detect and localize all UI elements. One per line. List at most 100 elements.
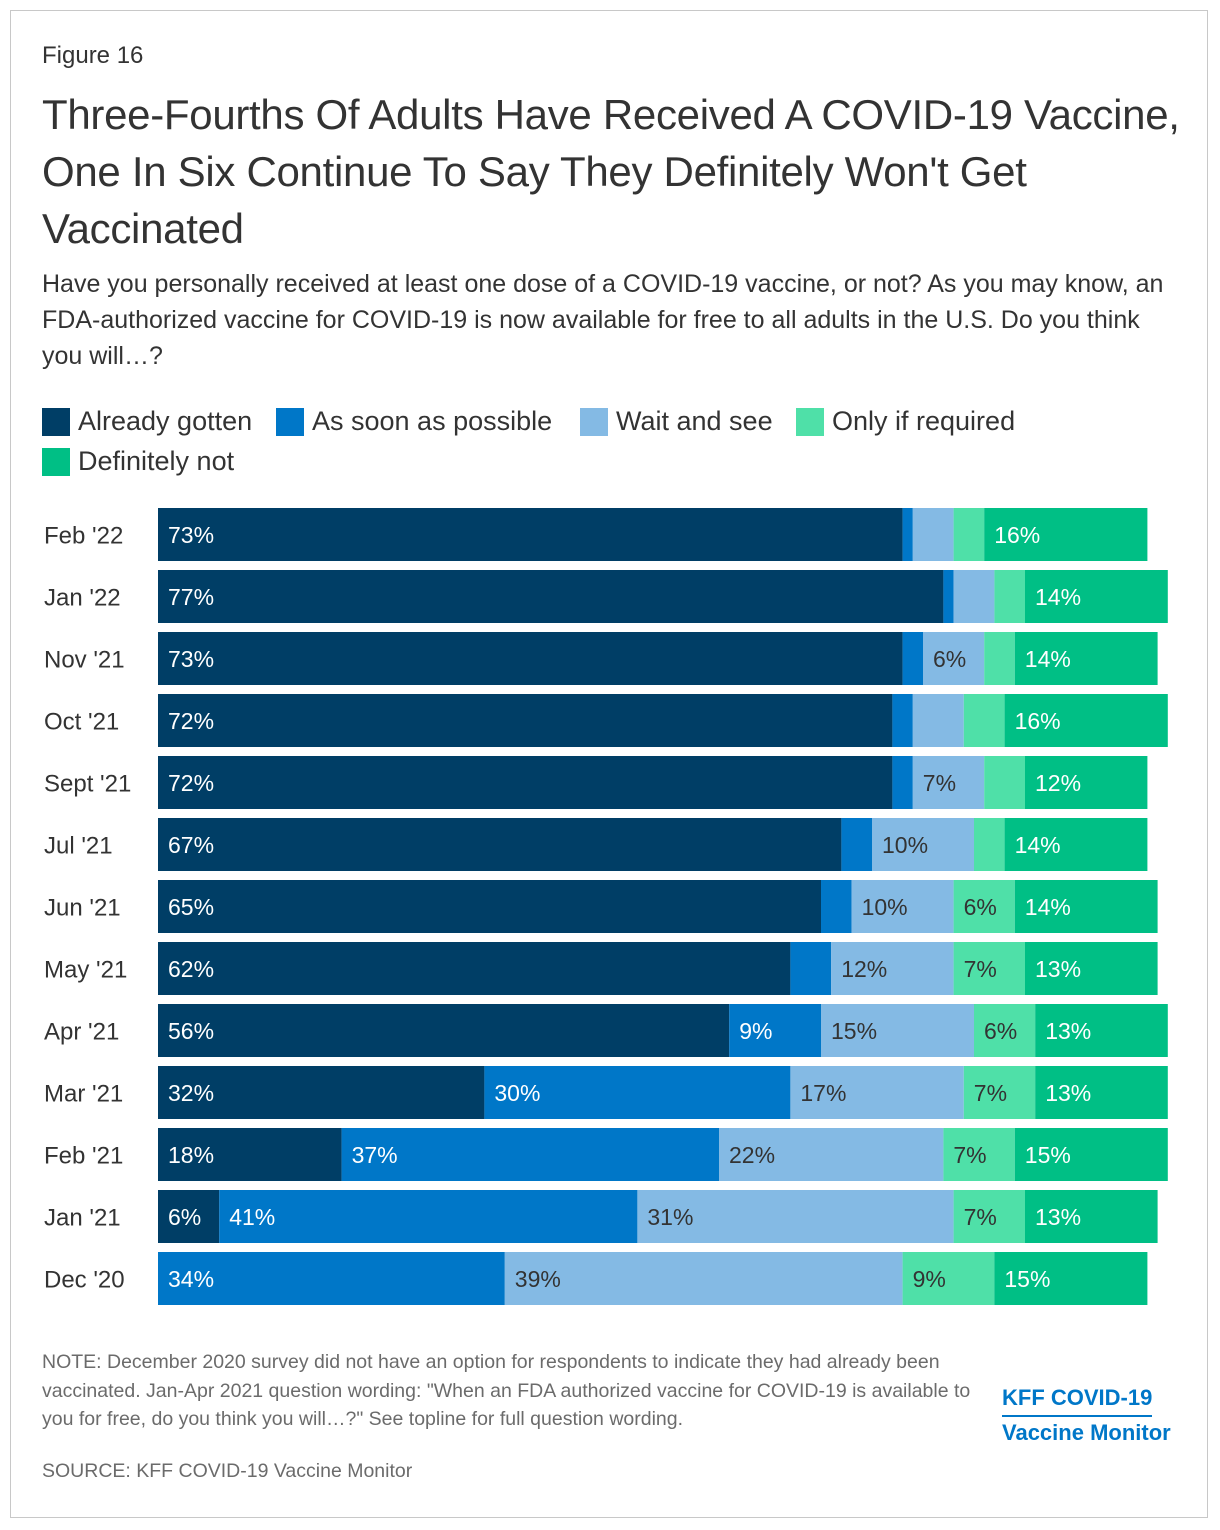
category-label-feb-21: Feb '21 [44, 1143, 123, 1170]
bar-segment-already-gotten-jul-21 [158, 818, 842, 871]
bar-segment-already-gotten-may-21 [158, 942, 791, 995]
data-label-definitely-not-dec-20: 15% [1004, 1266, 1050, 1292]
bar-segment-already-gotten-feb-22 [158, 508, 903, 561]
legend-item-wait-and-see: Wait and see [580, 406, 773, 437]
bar-segment-definitely-not-oct-21 [1004, 694, 1168, 747]
data-label-wait-and-see-jan-21: 31% [647, 1204, 693, 1230]
data-label-wait-and-see-apr-21: 15% [831, 1018, 877, 1044]
category-label-may-21: May '21 [44, 957, 127, 984]
bar-segment-as-soon-as-possible-may-21 [790, 942, 832, 995]
bar-segment-as-soon-as-possible-oct-21 [892, 694, 913, 747]
category-label-jan-22: Jan '22 [44, 585, 121, 612]
data-label-definitely-not-jun-21: 14% [1025, 894, 1071, 920]
data-label-already-gotten-oct-21: 72% [168, 708, 214, 734]
data-label-definitely-not-jan-21: 13% [1035, 1204, 1081, 1230]
legend-label-only-if-required: Only if required [832, 406, 1016, 436]
bar-segment-only-if-required-apr-21 [974, 1004, 1036, 1057]
bar-segment-wait-and-see-mar-21 [790, 1066, 964, 1119]
bar-segment-as-soon-as-possible-jan-21 [219, 1190, 638, 1243]
data-label-definitely-not-jan-22: 14% [1035, 584, 1081, 610]
data-label-as-soon-as-possible-dec-20: 34% [168, 1266, 214, 1292]
bar-segment-as-soon-as-possible-feb-22 [902, 508, 913, 561]
data-label-wait-and-see-mar-21: 17% [800, 1080, 846, 1106]
figure-label: Figure 16 [42, 42, 144, 69]
bar-segment-definitely-not-jan-21 [1025, 1190, 1158, 1243]
bar-segment-only-if-required-sept-21 [984, 756, 1025, 809]
legend-label-definitely-not: Definitely not [78, 446, 235, 476]
data-label-already-gotten-feb-21: 18% [168, 1142, 214, 1168]
logo-line-1: KFF COVID-19 [1002, 1382, 1153, 1417]
data-label-already-gotten-may-21: 62% [168, 956, 214, 982]
data-label-definitely-not-nov-21: 14% [1025, 646, 1071, 672]
kff-logo: KFF COVID-19 Vaccine Monitor [1002, 1382, 1171, 1449]
category-label-apr-21: Apr '21 [44, 1019, 119, 1046]
bar-segment-already-gotten-mar-21 [158, 1066, 485, 1119]
data-label-only-if-required-feb-21: 7% [953, 1142, 986, 1168]
data-label-definitely-not-feb-22: 16% [994, 522, 1040, 548]
legend-label-wait-and-see: Wait and see [616, 406, 773, 436]
bar-segment-wait-and-see-nov-21 [923, 632, 985, 685]
bar-segment-only-if-required-dec-20 [902, 1252, 995, 1305]
data-label-definitely-not-sept-21: 12% [1035, 770, 1081, 796]
bar-segment-only-if-required-may-21 [953, 942, 1025, 995]
bar-segment-definitely-not-sept-21 [1025, 756, 1148, 809]
bar-segment-definitely-not-apr-21 [1035, 1004, 1168, 1057]
figure-frame [10, 10, 1208, 1518]
legend-swatch-already-gotten [42, 407, 70, 436]
data-label-wait-and-see-nov-21: 6% [933, 646, 966, 672]
bar-segment-only-if-required-feb-22 [953, 508, 985, 561]
category-label-nov-21: Nov '21 [44, 647, 125, 674]
bar-segment-wait-and-see-jan-22 [953, 570, 995, 623]
bar-segment-already-gotten-jan-22 [158, 570, 944, 623]
category-label-sept-21: Sept '21 [44, 771, 131, 798]
data-label-wait-and-see-may-21: 12% [841, 956, 887, 982]
data-label-already-gotten-jul-21: 67% [168, 832, 214, 858]
data-label-already-gotten-mar-21: 32% [168, 1080, 214, 1106]
data-label-only-if-required-apr-21: 6% [984, 1018, 1017, 1044]
legend-item-definitely-not: Definitely not [42, 446, 234, 477]
bar-segment-already-gotten-apr-21 [158, 1004, 730, 1057]
data-label-wait-and-see-sept-21: 7% [923, 770, 956, 796]
legend-label-as-soon-as-possible: As soon as possible [312, 406, 553, 436]
category-label-jan-21: Jan '21 [44, 1205, 121, 1232]
bar-segment-wait-and-see-sept-21 [912, 756, 985, 809]
bar-segment-as-soon-as-possible-dec-20 [158, 1252, 505, 1305]
bar-segment-wait-and-see-jul-21 [872, 818, 974, 871]
bar-segment-wait-and-see-oct-21 [912, 694, 964, 747]
data-label-only-if-required-dec-20: 9% [913, 1266, 946, 1292]
category-label-jul-21: Jul '21 [44, 833, 113, 860]
legend-swatch-wait-and-see [580, 407, 608, 436]
bar-segment-already-gotten-jan-21 [158, 1190, 220, 1243]
data-label-wait-and-see-jun-21: 10% [862, 894, 908, 920]
bar-segment-wait-and-see-feb-21 [719, 1128, 944, 1181]
data-label-as-soon-as-possible-mar-21: 30% [494, 1080, 540, 1106]
legend-swatch-definitely-not [42, 447, 70, 476]
bar-segment-already-gotten-sept-21 [158, 756, 893, 809]
bar-segment-only-if-required-jul-21 [974, 818, 1005, 871]
bar-segment-wait-and-see-jan-21 [637, 1190, 954, 1243]
category-label-jun-21: Jun '21 [44, 895, 121, 922]
bar-segment-only-if-required-jun-21 [953, 880, 1015, 933]
data-label-definitely-not-jul-21: 14% [1015, 832, 1061, 858]
bar-segment-as-soon-as-possible-mar-21 [484, 1066, 791, 1119]
bar-segment-already-gotten-jun-21 [158, 880, 821, 933]
data-label-only-if-required-mar-21: 7% [974, 1080, 1007, 1106]
category-label-oct-21: Oct '21 [44, 709, 119, 736]
data-label-only-if-required-jan-21: 7% [964, 1204, 997, 1230]
bar-segment-already-gotten-nov-21 [158, 632, 903, 685]
category-label-dec-20: Dec '20 [44, 1267, 125, 1294]
bar-segment-definitely-not-feb-21 [1014, 1128, 1168, 1181]
bar-segment-as-soon-as-possible-nov-21 [902, 632, 923, 685]
bar-segment-wait-and-see-jun-21 [851, 880, 954, 933]
data-label-as-soon-as-possible-feb-21: 37% [352, 1142, 398, 1168]
bar-segment-only-if-required-jan-21 [953, 1190, 1025, 1243]
data-label-as-soon-as-possible-apr-21: 9% [739, 1018, 772, 1044]
data-label-already-gotten-jun-21: 65% [168, 894, 214, 920]
bar-segment-definitely-not-mar-21 [1035, 1066, 1168, 1119]
data-label-definitely-not-mar-21: 13% [1045, 1080, 1091, 1106]
data-label-already-gotten-apr-21: 56% [168, 1018, 214, 1044]
bar-segment-as-soon-as-possible-apr-21 [729, 1004, 821, 1057]
data-label-only-if-required-may-21: 7% [964, 956, 997, 982]
data-label-definitely-not-may-21: 13% [1035, 956, 1081, 982]
data-label-already-gotten-feb-22: 73% [168, 522, 214, 548]
